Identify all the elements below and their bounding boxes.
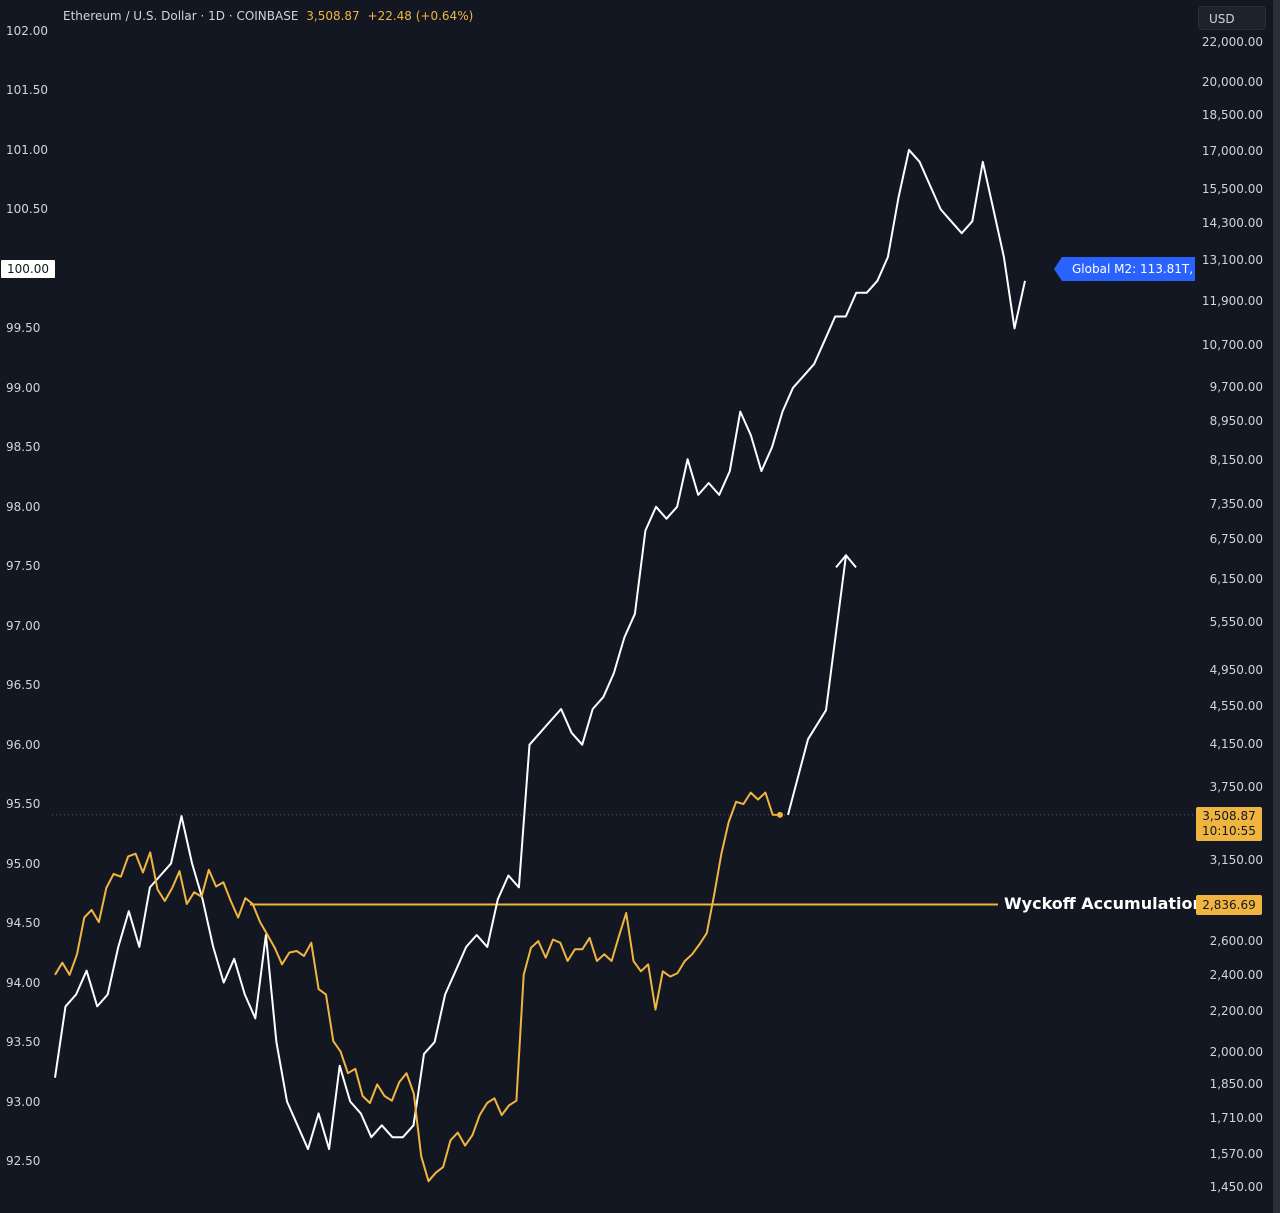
left-axis-tick: 95.50: [6, 797, 41, 812]
right-axis-tick: 22,000.00: [1201, 35, 1263, 49]
left-axis-tick: 100.00: [1, 259, 55, 278]
left-axis-tick: 92.50: [6, 1154, 41, 1168]
right-axis-tick: 1,710.00: [1209, 1110, 1263, 1125]
right-axis-tick: 8,150.00: [1209, 453, 1263, 468]
right-axis-tick: 3,150.00: [1209, 853, 1263, 868]
wyckoff-price-tag: 2,836.69: [1196, 895, 1262, 915]
left-axis-tick: 93.50: [6, 1035, 41, 1050]
wyckoff-label: Wyckoff Accumulation: [1004, 894, 1204, 913]
chart-legend: Ethereum / U.S. Dollar · 1D · COINBASE 3…: [63, 9, 473, 23]
left-axis-tick: 96.50: [6, 678, 41, 693]
right-axis-tick: 6,750.00: [1209, 532, 1263, 547]
right-axis-tick: 3,750.00: [1209, 779, 1263, 794]
left-axis-tick: 99.00: [6, 380, 41, 395]
current-price-tag: 3,508.87 10:10:55: [1196, 807, 1262, 841]
right-axis-tick: 4,150.00: [1209, 737, 1263, 752]
left-axis-tick: 98.50: [6, 440, 41, 455]
right-axis-tick: 14,300.00: [1201, 216, 1263, 231]
projection-arrowhead: [835, 553, 857, 568]
right-axis-tick: 20,000.00: [1201, 75, 1263, 90]
current-price: 3,508.87: [1202, 809, 1256, 823]
right-axis-tick: 7,350.00: [1209, 496, 1263, 511]
right-axis-tick: 11,900.00: [1201, 293, 1263, 308]
left-axis-tick: 94.00: [6, 975, 41, 990]
left-axis-tick: 99.50: [6, 321, 41, 336]
right-axis-tick: 2,200.00: [1209, 1004, 1263, 1019]
symbol-title: Ethereum / U.S. Dollar · 1D · COINBASE: [63, 9, 299, 23]
right-axis-tick: 6,150.00: [1209, 571, 1263, 586]
left-axis-tick: 101.50: [6, 83, 48, 98]
right-axis-tick: 13,100.00: [1201, 253, 1263, 268]
right-axis-tick: 9,700.00: [1209, 379, 1263, 394]
right-axis-tick: 2,400.00: [1209, 967, 1263, 982]
right-axis-tick: 5,550.00: [1209, 614, 1263, 629]
global-m2-label: Global M2: 113.81T, (: [1062, 257, 1195, 281]
right-axis-tick: 18,500.00: [1201, 107, 1263, 122]
chart-plot-area[interactable]: [0, 0, 1195, 1213]
left-axis-tick: 95.00: [6, 856, 41, 871]
right-axis-tick: 1,570.00: [1209, 1146, 1263, 1161]
right-axis-tick: 10,700.00: [1201, 338, 1263, 353]
left-axis-tick: 100.50: [6, 202, 48, 217]
right-axis-tick: 17,000.00: [1201, 143, 1263, 158]
right-axis-tick: 2,600.00: [1209, 934, 1263, 949]
left-axis-tick: 102.00: [6, 24, 48, 38]
global-m2-line: [54, 148, 1026, 1151]
bar-countdown: 10:10:55: [1202, 824, 1256, 838]
legend-price: 3,508.87: [306, 9, 360, 23]
left-axis-tick: 98.00: [6, 499, 41, 514]
left-axis-tick: 94.50: [6, 916, 41, 931]
right-axis-tick: 8,950.00: [1209, 413, 1263, 428]
left-axis-tick: 101.00: [6, 142, 48, 157]
last-price-dot: [777, 811, 783, 818]
right-axis-tick: 1,850.00: [1209, 1077, 1263, 1092]
right-axis-tick: 4,550.00: [1209, 698, 1263, 713]
right-axis-tick: 15,500.00: [1201, 182, 1263, 197]
currency-selector-button[interactable]: USD: [1198, 6, 1266, 30]
m2-tag-pointer: [1054, 257, 1062, 281]
projection-arrow: [787, 555, 847, 816]
left-axis-tick: 97.00: [6, 618, 41, 633]
right-axis-tick: 1,450.00: [1209, 1180, 1263, 1194]
left-axis-tick: 97.50: [6, 559, 41, 574]
right-axis-tick: 2,000.00: [1209, 1044, 1263, 1059]
left-axis-tick: 96.00: [6, 737, 41, 752]
eth-price-line: [54, 791, 781, 1183]
right-axis-tick: 4,950.00: [1209, 663, 1263, 678]
legend-change: +22.48 (+0.64%): [367, 9, 474, 23]
scrollbar[interactable]: [1273, 0, 1280, 1213]
left-axis-tick: 93.00: [6, 1094, 41, 1109]
